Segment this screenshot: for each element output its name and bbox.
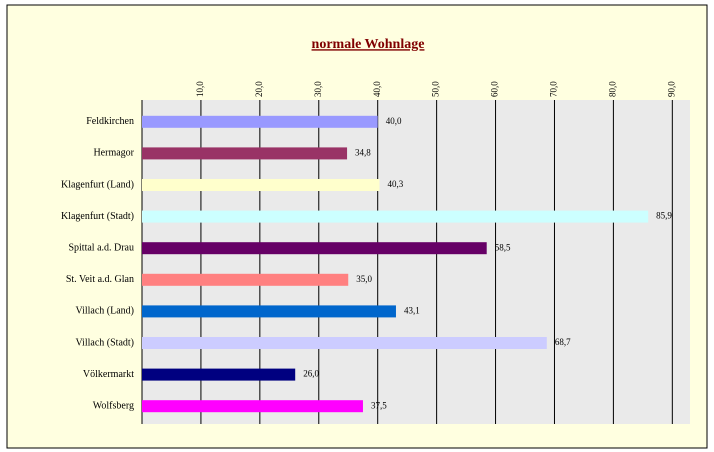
value-label: 35,0: [356, 274, 372, 284]
bar: [142, 400, 363, 413]
y-tick-label: Klagenfurt (Land): [61, 179, 134, 190]
bar: [142, 147, 348, 160]
value-label: 40,0: [386, 116, 402, 126]
bar: [142, 115, 378, 128]
value-label: 43,1: [404, 305, 420, 315]
value-label: 34,8: [355, 147, 371, 157]
chart-title: normale Wohnlage: [312, 37, 425, 52]
x-tick-label: 90,0: [666, 81, 676, 97]
value-label: 40,3: [387, 179, 403, 189]
bar: [142, 337, 547, 349]
x-tick-label: 10,0: [195, 81, 205, 97]
x-tick-label: 80,0: [607, 81, 617, 97]
bar: [142, 210, 649, 223]
bar: [142, 273, 349, 286]
y-tick-label: Feldkirchen: [86, 116, 134, 127]
value-label: 85,9: [656, 211, 672, 221]
y-tick-label: Klagenfurt (Stadt): [61, 211, 134, 222]
bar: [142, 242, 487, 255]
x-tick-label: 40,0: [372, 81, 382, 97]
y-tick-label: Villach (Stadt): [75, 337, 134, 348]
bar: [142, 305, 396, 318]
y-tick-label: St. Veit a.d. Glan: [66, 274, 134, 285]
y-tick-label: Wolfsberg: [93, 400, 134, 411]
value-label: 26,0: [303, 369, 319, 379]
x-tick-label: 70,0: [549, 81, 559, 97]
y-tick-label: Völkermarkt: [83, 369, 134, 380]
bar: [142, 179, 380, 191]
bar: [142, 368, 296, 381]
value-label: 58,5: [495, 242, 511, 252]
x-tick-label: 50,0: [431, 81, 441, 97]
x-tick-label: 20,0: [254, 81, 264, 97]
y-tick-label: Villach (Land): [75, 306, 134, 317]
value-label: 68,7: [555, 337, 571, 347]
y-tick-label: Hermagor: [93, 148, 134, 159]
value-label: 37,5: [371, 400, 387, 410]
y-tick-label: Spittal a.d. Drau: [68, 242, 134, 253]
x-tick-label: 30,0: [313, 81, 323, 97]
x-tick-label: 60,0: [490, 81, 500, 97]
